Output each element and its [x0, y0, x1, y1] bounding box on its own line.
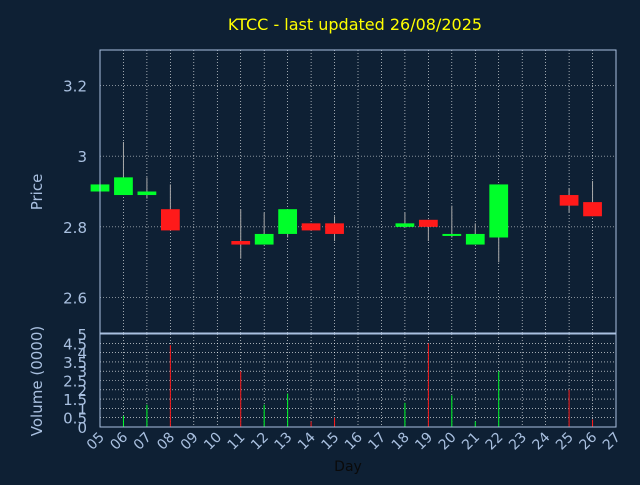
- candle-body: [442, 233, 462, 236]
- candle-body: [231, 241, 251, 245]
- volume-tick-label: 3: [77, 363, 87, 381]
- volume-axis-label: Volume (0000): [28, 326, 46, 436]
- volume-tick-label: 2.5: [63, 373, 87, 391]
- candle-body: [137, 191, 157, 196]
- candle-body: [583, 202, 602, 217]
- volume-tick-label: 4.5: [63, 335, 87, 353]
- candle-body: [278, 209, 298, 234]
- chart-title: KTCC - last updated 26/08/2025: [228, 15, 482, 34]
- price-candles: [90, 141, 602, 263]
- price-tick-label: 3: [77, 148, 87, 166]
- candle-body: [254, 233, 274, 245]
- candle-body: [160, 209, 180, 231]
- candle-body: [301, 223, 321, 231]
- candle-body: [418, 219, 438, 227]
- volume-tick-label: 0.5: [63, 410, 87, 428]
- volume-tick-label: 2: [77, 382, 87, 400]
- x-axis-label: Day: [334, 459, 362, 475]
- volume-y-ticks: 00.511.522.533.544.55: [63, 326, 87, 437]
- price-tick-label: 2.8: [63, 219, 87, 237]
- candle-body: [465, 233, 485, 245]
- x-axis-ticks: 05 06 07 08 09 10 11 12 13 14 15 16 17 18 19 20 21 22 23 24…: [84, 429, 624, 453]
- volume-tick-label: 1: [77, 400, 87, 418]
- volume-tick-label: 0: [77, 419, 87, 437]
- price-axis-label: Price: [28, 174, 46, 211]
- candle-body: [325, 223, 344, 234]
- volume-tick-label: 3.5: [63, 354, 87, 372]
- price-panel: 2.6 2.8 3 3.2 Price: [28, 49, 617, 334]
- price-tick-label: 3.2: [63, 77, 87, 95]
- volume-frame: [99, 333, 617, 428]
- price-tick-label: 2.6: [63, 290, 87, 308]
- volume-tick-label: 1.5: [63, 391, 87, 409]
- candle-body: [114, 177, 133, 196]
- volume-panel: 00.511.522.533.544.55 Volume (0000): [28, 326, 617, 437]
- price-y-ticks: 2.6 2.8 3 3.2: [63, 77, 87, 307]
- volume-tick-label: 5: [77, 326, 87, 344]
- volume-tick-label: 4: [77, 345, 87, 363]
- candle-body: [489, 184, 509, 238]
- candle-body: [395, 223, 415, 227]
- volume-bars: [122, 343, 594, 427]
- candle-body: [559, 195, 579, 206]
- price-frame: [99, 49, 617, 334]
